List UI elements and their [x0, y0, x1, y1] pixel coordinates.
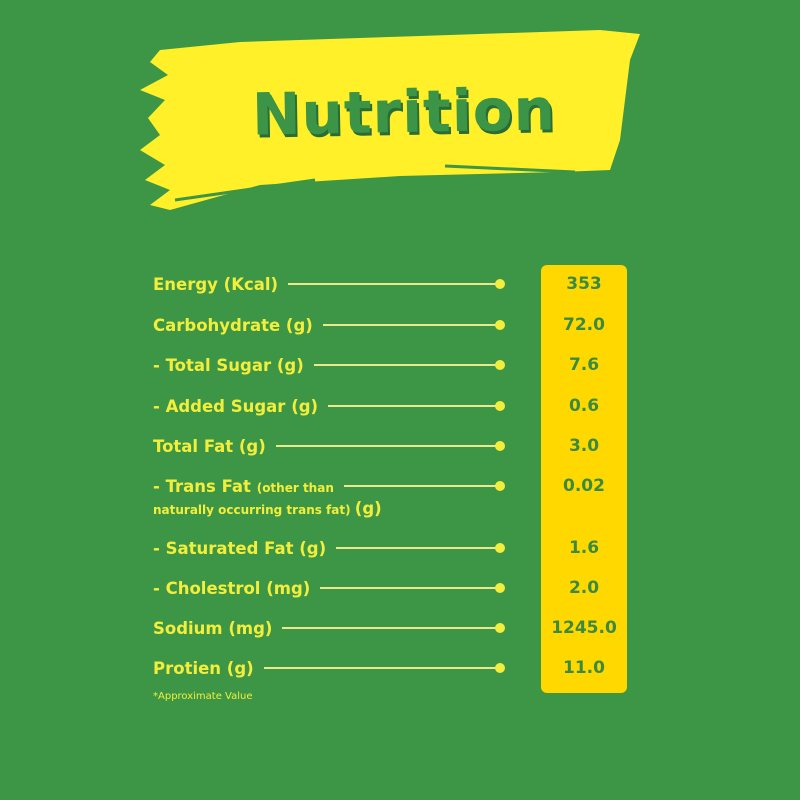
nutrient-value: 0.02 — [563, 476, 605, 496]
footnote: *Approximate Value — [153, 691, 253, 702]
nutrient-label-continued: naturally occurring trans fat) (g) — [153, 499, 382, 518]
leader-line — [328, 405, 497, 407]
nutrient-row: - Trans Fat (other than — [153, 475, 505, 497]
nutrient-label: Sodium (mg) — [153, 618, 273, 638]
nutrient-label: - Trans Fat (other than — [153, 476, 334, 496]
leader-line — [288, 283, 497, 285]
nutrient-value: 72.0 — [563, 315, 605, 335]
brush-stroke-banner — [140, 30, 640, 210]
leader-line — [320, 587, 497, 589]
nutrient-label: - Total Sugar (g) — [153, 355, 304, 375]
nutrient-row: Protien (g) — [153, 657, 505, 679]
nutrient-label: - Saturated Fat (g) — [153, 538, 327, 558]
nutrient-row: Sodium (mg) — [153, 617, 505, 639]
leader-dot — [495, 360, 505, 370]
page-title: Nutrition — [251, 75, 557, 149]
nutrient-row: - Added Sugar (g) — [153, 395, 505, 417]
nutrient-value: 7.6 — [568, 355, 600, 375]
leader-dot — [495, 320, 505, 330]
nutrient-row: Energy (Kcal) — [153, 273, 505, 295]
nutrient-value: 353 — [566, 274, 602, 294]
leader-dot — [495, 279, 505, 289]
leader-line — [322, 324, 497, 326]
leader-dot — [495, 663, 505, 673]
leader-line — [263, 667, 497, 669]
leader-line — [343, 485, 497, 487]
nutrient-row: - Total Sugar (g) — [153, 354, 505, 376]
nutrient-row: - Cholestrol (mg) — [153, 577, 505, 599]
nutrient-label: Energy (Kcal) — [153, 274, 279, 294]
nutrient-value: 2.0 — [568, 578, 600, 598]
nutrient-value: 0.6 — [568, 396, 600, 416]
nutrient-label: - Cholestrol (mg) — [153, 578, 311, 598]
leader-dot — [495, 543, 505, 553]
leader-dot — [495, 481, 505, 491]
nutrient-row: Carbohydrate (g) — [153, 314, 505, 336]
nutrient-value: 1.6 — [568, 538, 600, 558]
leader-dot — [495, 441, 505, 451]
nutrient-value: 3.0 — [568, 436, 600, 456]
nutrient-label: Carbohydrate (g) — [153, 315, 313, 335]
leader-line — [275, 445, 497, 447]
nutrient-row: Total Fat (g) — [153, 435, 505, 457]
leader-line — [282, 627, 497, 629]
leader-line — [313, 364, 497, 366]
nutrient-value: 11.0 — [563, 658, 605, 678]
nutrient-label: Protien (g) — [153, 658, 254, 678]
leader-dot — [495, 583, 505, 593]
nutrient-value: 1245.0 — [551, 618, 617, 638]
leader-dot — [495, 623, 505, 633]
leader-line — [336, 547, 497, 549]
nutrient-row: - Saturated Fat (g) — [153, 537, 505, 559]
nutrient-label: Total Fat (g) — [153, 436, 266, 456]
nutrient-label: - Added Sugar (g) — [153, 396, 319, 416]
values-column — [541, 265, 627, 693]
leader-dot — [495, 401, 505, 411]
